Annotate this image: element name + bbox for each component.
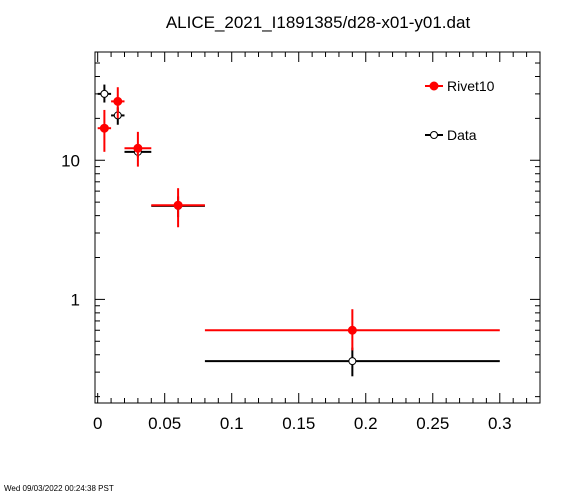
legend-item-rivet10: Rivet10 xyxy=(425,78,495,94)
legend-marker xyxy=(429,81,439,91)
rivet10-marker xyxy=(173,200,183,210)
y-tick-label: 10 xyxy=(61,151,80,170)
axis-ticks xyxy=(95,51,541,403)
x-tick-label: 0.15 xyxy=(282,414,315,433)
data-marker xyxy=(100,89,109,98)
data-point xyxy=(204,347,500,377)
rivet10-marker xyxy=(113,96,123,106)
x-tick-label: 0.3 xyxy=(488,414,512,433)
plot-frame xyxy=(94,51,541,404)
axis-tick-labels: 0 0.05 0.1 0.15 0.2 0.25 0.3 1 10 xyxy=(61,151,512,433)
x-tick-label: 0.2 xyxy=(354,414,378,433)
rivet10-point xyxy=(97,109,112,152)
rivet10-point xyxy=(124,131,152,167)
chart-title: ALICE_2021_I1891385/d28-x01-y01.dat xyxy=(166,13,471,32)
legend-item-data: Data xyxy=(425,127,477,143)
rivet10-marker xyxy=(347,325,357,335)
legend: Rivet10 Data xyxy=(425,78,495,143)
legend-label: Rivet10 xyxy=(447,78,495,94)
rivet10-point xyxy=(204,309,500,351)
y-tick-label: 1 xyxy=(71,290,80,309)
timestamp-footer: Wed 09/03/2022 00:24:38 PST xyxy=(4,484,114,493)
rivet10-point xyxy=(111,87,125,119)
legend-marker xyxy=(430,131,438,139)
data-marker xyxy=(348,357,357,366)
series-layer xyxy=(97,84,500,377)
x-tick-label: 0.05 xyxy=(148,414,181,433)
x-tick-label: 0 xyxy=(93,414,102,433)
x-tick-label: 0.1 xyxy=(220,414,244,433)
data-point xyxy=(97,84,112,103)
x-tick-label: 0.25 xyxy=(416,414,449,433)
legend-label: Data xyxy=(447,127,477,143)
rivet10-marker xyxy=(99,123,109,133)
rivet10-marker xyxy=(133,143,143,153)
rivet10-point xyxy=(151,188,205,228)
